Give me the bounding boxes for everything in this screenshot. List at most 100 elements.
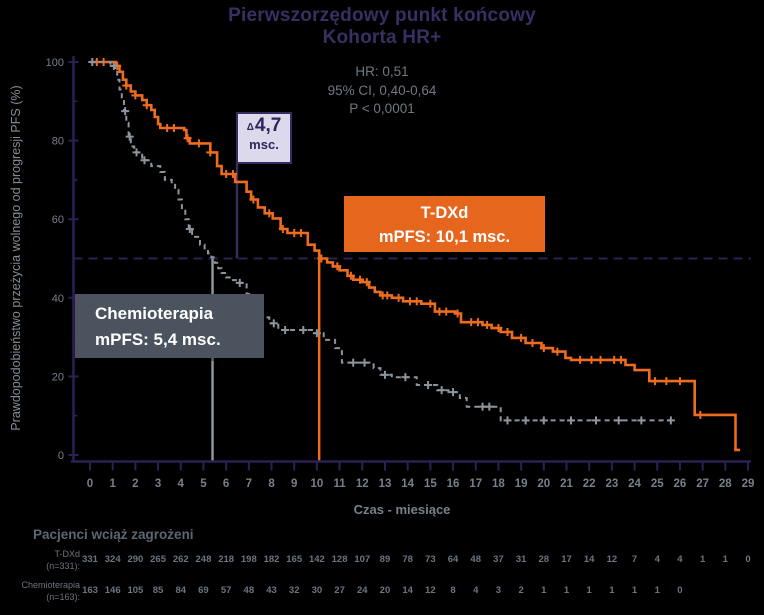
x-tick-label: 8 <box>268 478 275 490</box>
y-tick-label: 100 <box>46 57 64 69</box>
at-risk-value: 331 <box>82 554 98 565</box>
at-risk-value: 146 <box>104 585 121 596</box>
x-tick-label: 21 <box>560 478 573 490</box>
y-tick-label: 80 <box>52 136 64 148</box>
x-tick-label: 5 <box>200 478 207 490</box>
at-risk-value: 290 <box>127 554 144 565</box>
tdxd-callout-name: T-DXd <box>420 204 469 222</box>
x-tick-label: 11 <box>334 478 347 490</box>
at-risk-value: 3 <box>495 585 502 596</box>
x-tick-label: 2 <box>132 478 138 490</box>
x-tick-label: 24 <box>628 478 641 490</box>
at-risk-row-n: (n=163): <box>46 591 80 602</box>
at-risk-value: 218 <box>218 554 235 565</box>
at-risk-value: 163 <box>82 585 98 596</box>
x-tick-label: 17 <box>469 478 482 490</box>
at-risk-value: 32 <box>288 585 300 596</box>
at-risk-value: 14 <box>583 554 595 565</box>
x-axis-label: Czas - miesiące <box>353 502 451 517</box>
at-risk-value: 27 <box>334 585 345 596</box>
at-risk-value: 73 <box>425 554 436 565</box>
at-risk-value: 37 <box>493 554 504 565</box>
at-risk-value: 4 <box>677 554 683 565</box>
tdxd-median-callout: T-DXd mPFS: 10,1 msc. <box>344 196 545 252</box>
x-tick-label: 13 <box>379 478 392 490</box>
chart-title-block: Pierwszorzędowy punkt końcowy Kohorta HR… <box>0 5 764 49</box>
at-risk-value: 30 <box>311 585 323 596</box>
x-tick-label: 28 <box>719 478 732 490</box>
at-risk-value: 28 <box>538 554 550 565</box>
at-risk-value: 2 <box>518 585 524 596</box>
delta-value: 4,7 <box>254 115 282 136</box>
at-risk-value: 24 <box>356 585 368 596</box>
at-risk-row-n: (n=331): <box>46 560 80 571</box>
y-axis-label: Prawdopodobieństwo przeżycia wolnego od … <box>9 85 23 431</box>
x-tick-label: 23 <box>605 478 618 490</box>
at-risk-value: 0 <box>745 554 751 565</box>
at-risk-value: 248 <box>195 554 212 565</box>
p-value-text: P < 0,0001 <box>349 101 415 116</box>
x-tick-label: 1 <box>109 478 116 490</box>
chemo-callout-mpfs: mPFS: 5,4 msc. <box>95 330 221 349</box>
at-risk-value: 107 <box>354 554 371 565</box>
y-tick-label: 60 <box>52 214 64 226</box>
at-risk-value: 69 <box>198 585 209 596</box>
at-risk-value: 64 <box>447 554 459 565</box>
at-risk-row-name: T-DXd <box>54 549 80 559</box>
at-risk-value: 1 <box>586 585 592 596</box>
x-tick-label: 29 <box>742 478 755 490</box>
at-risk-value: 1 <box>699 554 706 565</box>
x-tick-label: 9 <box>291 478 297 490</box>
page-title: Pierwszorzędowy punkt końcowy <box>228 5 536 26</box>
y-tick-label: 0 <box>58 450 64 462</box>
at-risk-value: 165 <box>286 554 303 565</box>
at-risk-value: 1 <box>563 585 570 596</box>
x-tick-label: 18 <box>492 478 505 490</box>
x-tick-label: 22 <box>583 478 596 490</box>
x-tick-label: 16 <box>447 478 460 490</box>
x-tick-label: 12 <box>356 478 369 490</box>
at-risk-value: 128 <box>331 554 348 565</box>
at-risk-value: 85 <box>152 585 164 596</box>
at-risk-row-name: Chemioterapia <box>21 580 80 590</box>
at-risk-value: 1 <box>722 554 728 565</box>
x-tick-label: 7 <box>246 478 252 490</box>
at-risk-value: 1 <box>609 585 615 596</box>
stats-block: HR: 0,51 95% CI, 0,40-0,64 P < 0,0001 <box>0 63 764 119</box>
chemo-median-callout: Chemioterapia mPFS: 5,4 msc. <box>75 294 264 358</box>
at-risk-value: 43 <box>266 585 277 596</box>
x-tick-label: 14 <box>401 478 414 490</box>
at-risk-value: 1 <box>654 585 660 596</box>
at-risk-value: 324 <box>104 554 121 565</box>
at-risk-value: 57 <box>220 585 232 596</box>
at-risk-value: 262 <box>172 554 189 565</box>
at-risk-value: 4 <box>473 585 479 596</box>
x-tick-label: 10 <box>311 478 324 490</box>
at-risk-value: 4 <box>654 554 660 565</box>
x-tick-label: 15 <box>424 478 437 490</box>
at-risk-value: 84 <box>175 585 187 596</box>
at-risk-value: 182 <box>263 554 280 565</box>
at-risk-value: 48 <box>243 585 255 596</box>
at-risk-value: 12 <box>425 585 436 596</box>
at-risk-value: 0 <box>677 585 683 596</box>
at-risk-value: 7 <box>631 554 638 565</box>
chemo-callout-name: Chemioterapia <box>95 304 214 323</box>
confidence-interval-text: 95% CI, 0,40-0,64 <box>327 82 437 98</box>
at-risk-value: 14 <box>402 585 413 596</box>
at-risk-row-label-chemo: Chemioterapia (n=163): <box>0 580 80 603</box>
at-risk-header: Pacjenci wciąż zagrożeni <box>33 527 194 542</box>
delta-symbol: Δ <box>246 122 254 133</box>
at-risk-value: 105 <box>127 585 144 596</box>
at-risk-value: 142 <box>308 554 325 565</box>
at-risk-value: 8 <box>450 585 456 596</box>
at-risk-value: 1 <box>631 585 638 596</box>
x-tick-label: 4 <box>178 478 185 490</box>
x-tick-label: 26 <box>674 478 687 490</box>
x-tick-label: 25 <box>651 478 664 490</box>
x-tick-label: 3 <box>155 478 161 490</box>
at-risk-value: 265 <box>150 554 166 565</box>
cohort-subtitle: Kohorta HR+ <box>322 27 442 48</box>
x-tick-label: 0 <box>87 478 93 490</box>
